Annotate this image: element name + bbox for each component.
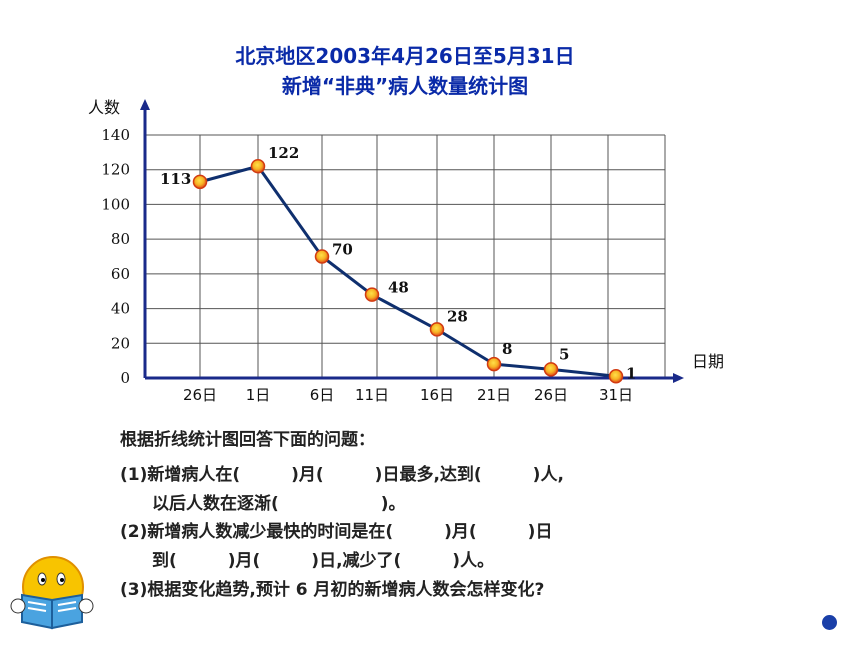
data-label: 113 [160, 170, 191, 188]
chart-axes [140, 99, 684, 383]
x-tick-label: 21日 [477, 386, 511, 404]
data-point [192, 174, 208, 190]
x-tick-label: 6日 [310, 386, 335, 404]
x-tick-label: 26日 [534, 386, 568, 404]
question-1-line-2: 以后人数在逐渐( )。 [152, 494, 406, 514]
y-tick-label: 140 [101, 126, 130, 144]
y-tick-label: 40 [111, 300, 130, 318]
question-2-line-1: (2)新增病人数减少最快的时间是在( )月( )日 [120, 522, 553, 542]
y-axis-label: 人数 [88, 98, 120, 117]
question-heading: 根据折线统计图回答下面的问题： [120, 430, 375, 450]
y-tick-label: 20 [111, 334, 130, 352]
data-point [608, 369, 624, 384]
y-tick-labels: 0 20 40 60 80 100 120 140 [101, 126, 130, 387]
y-tick-label: 80 [111, 230, 130, 248]
data-label: 1 [626, 364, 636, 382]
chart-grid [144, 134, 666, 379]
data-label: 28 [447, 307, 468, 325]
y-tick-label: 0 [120, 369, 130, 387]
data-point [250, 158, 266, 174]
x-tick-label: 26日 [183, 386, 217, 404]
x-axis-label: 日期 [692, 352, 724, 371]
series-line [199, 164, 617, 378]
y-tick-label: 100 [101, 195, 130, 213]
data-point [429, 322, 445, 337]
data-label: 48 [388, 279, 409, 297]
x-axis-arrow [673, 373, 684, 383]
data-point [314, 249, 330, 264]
smiley-reading-book-icon [10, 556, 94, 630]
question-3: (3)根据变化趋势,预计 6 月初的新增病人数会怎样变化? [120, 580, 545, 600]
y-tick-label: 120 [101, 161, 130, 179]
data-point [543, 362, 559, 377]
y-tick-label: 60 [111, 265, 130, 283]
x-tick-label: 16日 [420, 386, 454, 404]
data-label: 122 [268, 144, 299, 162]
next-slide-dot[interactable] [822, 615, 837, 630]
chart-subtitle: 新增“非典”病人数量统计图 [281, 74, 529, 98]
question-1-line-1: (1)新增病人在( )月( )日最多,达到( )人, [120, 465, 564, 485]
x-tick-label: 31日 [599, 386, 633, 404]
data-point [486, 356, 502, 372]
chart-title: 北京地区2003年4月26日至5月31日 [235, 44, 575, 68]
x-tick-label: 1日 [246, 386, 271, 404]
x-tick-label: 11日 [355, 386, 389, 404]
data-label: 8 [502, 340, 512, 358]
series-polyline [199, 164, 617, 378]
x-tick-labels: 26日 1日 6日 11日 16日 21日 26日 31日 [183, 386, 633, 404]
data-label: 5 [559, 345, 569, 363]
y-axis-arrow [140, 99, 150, 110]
data-points [192, 158, 624, 384]
question-2-line-2: 到( )月( )日,减少了( )人。 [152, 551, 495, 571]
data-labels: 113 122 70 48 28 8 5 1 [160, 144, 636, 382]
data-label: 70 [332, 241, 353, 259]
data-point [364, 287, 380, 302]
